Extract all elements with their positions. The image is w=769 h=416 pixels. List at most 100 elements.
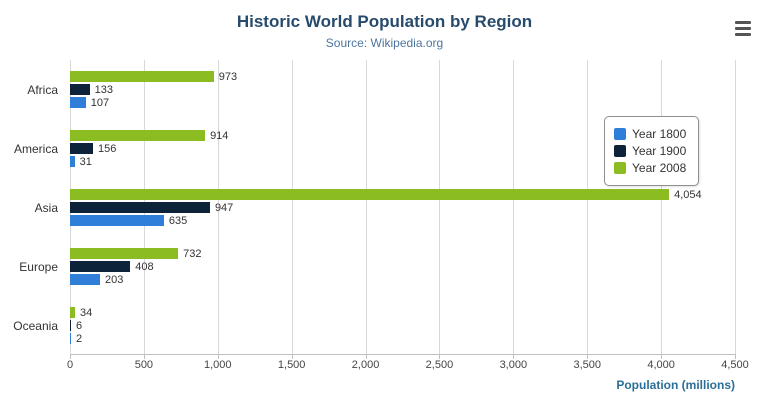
bar-value-label: 947 — [214, 201, 234, 214]
bar-value-label: 6 — [76, 319, 83, 332]
x-tick-label: 3,000 — [499, 359, 528, 371]
bar-line: 947 — [70, 201, 735, 214]
category-row: 732 408 203 — [70, 237, 735, 296]
x-tick-label: 1,000 — [204, 359, 232, 371]
bar-line: 2 — [70, 332, 735, 345]
bar-value-label: 31 — [79, 155, 92, 168]
bar-line: 107 — [70, 96, 735, 109]
axis-tick — [70, 354, 71, 359]
gridline — [291, 60, 293, 354]
bar-value-label: 408 — [135, 260, 154, 273]
chart-subtitle: Source: Wikipedia.org — [325, 36, 444, 50]
bar-value-label: 133 — [94, 83, 113, 96]
bar-year-1800[interactable] — [70, 156, 75, 167]
legend: Year 1800 Year 1900 Year 2008 — [604, 116, 700, 186]
bar-value-label: 635 — [168, 214, 188, 227]
bar-line: 6 — [70, 319, 735, 332]
bar-year-1900[interactable] — [70, 143, 94, 154]
bar-line: 635 — [70, 214, 735, 227]
category-row: 4,054 947 635 — [70, 178, 735, 237]
bar-line: 31 — [70, 155, 735, 168]
gridline — [439, 60, 441, 354]
x-tick-label: 3,500 — [573, 359, 601, 371]
axis-tick — [735, 354, 736, 359]
gridline — [587, 60, 589, 354]
category-label: Oceania — [13, 318, 58, 333]
gridline — [735, 60, 736, 354]
bar-line: 973 — [70, 70, 735, 83]
axis-tick — [513, 354, 515, 359]
bar-year-1800[interactable] — [70, 215, 164, 226]
bar-year-2008[interactable] — [70, 307, 76, 318]
bar-line: 156 — [70, 142, 735, 155]
bar-year-2008[interactable] — [70, 248, 179, 259]
bar-year-2008[interactable] — [70, 189, 670, 200]
bar-year-1800[interactable] — [70, 274, 100, 285]
bar-line: 408 — [70, 260, 735, 273]
legend-item-year-2008[interactable]: Year 2008 — [614, 161, 686, 175]
x-tick-label: 0 — [66, 359, 74, 371]
bar-value-label: 203 — [104, 273, 124, 286]
axis-tick — [661, 354, 663, 359]
bar-year-1800[interactable] — [70, 333, 71, 344]
bar-value-label: 973 — [218, 70, 238, 83]
hamburger-icon — [735, 32, 751, 36]
gridline — [661, 60, 663, 354]
bar-year-1800[interactable] — [70, 97, 86, 108]
axis-tick — [291, 354, 293, 359]
legend-item-year-1800[interactable]: Year 1800 — [614, 127, 686, 141]
bar-value-label: 156 — [98, 142, 117, 155]
bar-year-1900[interactable] — [70, 84, 90, 95]
axis-tick — [217, 354, 219, 359]
category-row: 973 133 107 — [70, 60, 735, 119]
bar-value-label: 914 — [210, 129, 229, 142]
bar-year-2008[interactable] — [70, 130, 206, 141]
x-tick-label: 4,500 — [721, 359, 749, 371]
legend-swatch-icon — [614, 162, 626, 174]
bar-line: 203 — [70, 273, 735, 286]
legend-label: Year 1900 — [632, 144, 687, 158]
axis-tick — [439, 354, 441, 359]
bar-value-label: 107 — [90, 96, 110, 109]
gridline — [513, 60, 515, 354]
bar-value-label: 4,054 — [674, 188, 702, 201]
legend-swatch-icon — [614, 128, 626, 140]
axis-tick — [143, 354, 145, 359]
bar-year-1900[interactable] — [70, 202, 210, 213]
legend-label: Year 2008 — [632, 161, 687, 175]
export-menu-button[interactable] — [731, 18, 755, 38]
bar-value-label: 2 — [76, 332, 83, 345]
legend-label: Year 1800 — [632, 127, 687, 141]
plot-area: 973 133 107 914 156 31 4,054 947 635 732 408 203 34 6… — [70, 60, 736, 359]
hamburger-icon — [735, 20, 751, 24]
y-axis-category-labels: Africa America Asia Europe Oceania — [0, 60, 62, 355]
bar-line: 4,054 — [70, 188, 735, 201]
bar-year-2008[interactable] — [70, 71, 214, 82]
chart-title: Historic World Population by Region — [236, 12, 533, 31]
bar-value-label: 34 — [80, 306, 93, 319]
category-row: 914 156 31 — [70, 119, 735, 178]
category-label: Africa — [27, 82, 58, 97]
x-tick-label: 1,500 — [277, 359, 306, 371]
axis-tick — [365, 354, 367, 359]
bar-line: 133 — [70, 83, 735, 96]
gridline — [217, 60, 219, 354]
gridline — [365, 60, 367, 354]
bar-year-1900[interactable] — [70, 261, 131, 272]
x-tick-label: 2,500 — [425, 359, 454, 371]
category-label: Europe — [19, 259, 58, 274]
bar-line: 34 — [70, 306, 735, 319]
bar-line: 914 — [70, 129, 735, 142]
category-label: Asia — [34, 200, 58, 215]
x-axis-title: Population (millions) — [616, 378, 735, 392]
x-tick-label: 500 — [134, 359, 154, 371]
legend-item-year-1900[interactable]: Year 1900 — [614, 144, 686, 158]
hamburger-icon — [735, 26, 751, 30]
x-tick-label: 2,000 — [351, 359, 380, 371]
bar-year-1900[interactable] — [70, 320, 71, 331]
bar-value-label: 732 — [183, 247, 202, 260]
bar-line: 732 — [70, 247, 735, 260]
category-label: America — [13, 141, 58, 156]
x-axis-tick-labels: 0 500 1,000 1,500 2,000 2,500 3,000 3,500 4,000 4… — [66, 359, 749, 375]
